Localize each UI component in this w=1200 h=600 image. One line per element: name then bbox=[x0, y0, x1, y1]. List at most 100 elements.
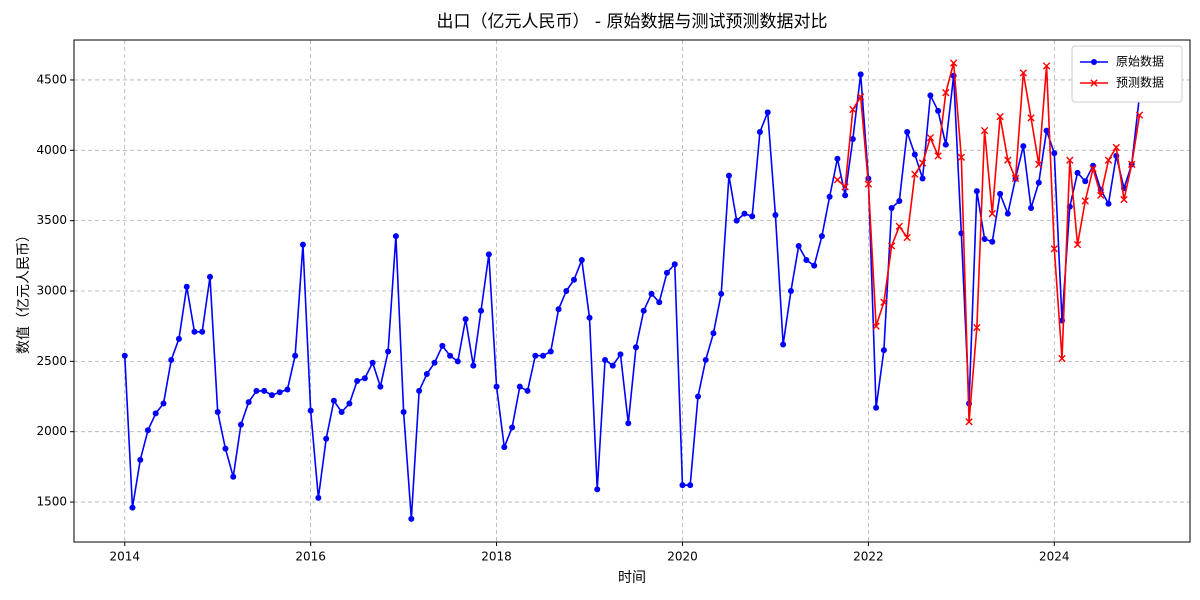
marker bbox=[888, 204, 895, 211]
marker bbox=[648, 290, 655, 297]
legend-label: 预测数据 bbox=[1116, 75, 1164, 90]
marker bbox=[702, 356, 709, 363]
marker bbox=[1112, 143, 1120, 152]
marker bbox=[1089, 164, 1097, 173]
marker bbox=[872, 322, 880, 330]
marker bbox=[299, 241, 306, 248]
marker bbox=[1004, 210, 1011, 217]
marker bbox=[493, 383, 500, 390]
x-axis-label: 时间 bbox=[618, 570, 646, 586]
x-tick-label: 2014 bbox=[109, 550, 140, 564]
marker bbox=[516, 383, 523, 390]
marker bbox=[570, 276, 577, 283]
marker bbox=[935, 107, 942, 114]
y-tick-label: 2500 bbox=[36, 354, 67, 368]
marker bbox=[1104, 156, 1113, 164]
y-tick-label: 1500 bbox=[36, 495, 67, 509]
chart-title: 出口（亿元人民币） - 原始数据与测试预测数据对比 bbox=[437, 12, 828, 32]
marker bbox=[1035, 160, 1043, 169]
marker bbox=[1019, 69, 1028, 77]
marker bbox=[780, 341, 787, 348]
marker bbox=[369, 359, 376, 366]
marker bbox=[1058, 354, 1066, 363]
marker bbox=[462, 316, 469, 323]
marker bbox=[864, 180, 873, 188]
marker bbox=[873, 404, 880, 411]
marker bbox=[346, 400, 353, 407]
marker bbox=[617, 351, 624, 358]
marker bbox=[989, 238, 996, 245]
marker bbox=[547, 348, 554, 355]
marker bbox=[903, 233, 911, 242]
marker bbox=[447, 352, 454, 359]
marker bbox=[470, 362, 477, 369]
x-tick-label: 2016 bbox=[295, 550, 326, 564]
marker bbox=[1081, 197, 1089, 205]
marker bbox=[710, 330, 717, 337]
marker bbox=[400, 408, 407, 415]
marker bbox=[152, 410, 159, 417]
marker bbox=[818, 233, 825, 240]
marker bbox=[609, 362, 616, 369]
marker bbox=[663, 269, 670, 276]
marker bbox=[392, 233, 399, 240]
marker bbox=[934, 152, 942, 160]
marker bbox=[973, 188, 980, 195]
marker bbox=[423, 371, 430, 378]
marker bbox=[842, 192, 849, 199]
y-tick-label: 4000 bbox=[36, 143, 67, 157]
marker bbox=[237, 421, 244, 428]
marker bbox=[772, 212, 779, 219]
marker bbox=[594, 486, 601, 493]
marker bbox=[408, 515, 415, 522]
marker bbox=[849, 136, 856, 143]
marker bbox=[578, 257, 585, 264]
y-tick-label: 4500 bbox=[36, 72, 67, 86]
legend-box bbox=[1071, 45, 1183, 103]
marker bbox=[741, 210, 748, 217]
marker bbox=[284, 386, 291, 393]
marker bbox=[454, 358, 461, 365]
marker bbox=[942, 88, 950, 97]
marker bbox=[895, 222, 904, 230]
marker bbox=[811, 262, 818, 269]
marker bbox=[1011, 174, 1020, 183]
marker bbox=[1020, 143, 1027, 150]
marker bbox=[524, 387, 531, 394]
marker bbox=[478, 307, 485, 314]
marker bbox=[896, 197, 903, 204]
marker bbox=[540, 352, 547, 359]
marker bbox=[175, 335, 182, 342]
x-tick-label: 2022 bbox=[853, 550, 884, 564]
marker bbox=[315, 494, 322, 501]
marker bbox=[718, 290, 725, 297]
marker bbox=[168, 356, 175, 363]
marker bbox=[996, 112, 1004, 121]
marker bbox=[787, 288, 794, 294]
marker bbox=[1074, 169, 1081, 176]
marker bbox=[911, 151, 918, 158]
marker bbox=[949, 59, 958, 67]
marker bbox=[632, 344, 639, 351]
marker bbox=[206, 273, 213, 280]
marker bbox=[927, 92, 934, 99]
marker bbox=[856, 93, 865, 101]
marker bbox=[1128, 160, 1136, 169]
marker bbox=[1051, 150, 1058, 157]
marker bbox=[385, 348, 392, 355]
marker bbox=[904, 129, 911, 136]
marker bbox=[160, 400, 167, 407]
marker bbox=[803, 257, 810, 264]
marker bbox=[1027, 114, 1035, 122]
marker bbox=[749, 213, 756, 220]
marker bbox=[501, 444, 508, 451]
marker bbox=[586, 314, 593, 321]
marker bbox=[926, 133, 935, 142]
marker bbox=[230, 473, 237, 480]
marker bbox=[640, 307, 647, 314]
marker bbox=[919, 175, 926, 182]
marker bbox=[656, 299, 663, 306]
marker bbox=[338, 408, 345, 415]
